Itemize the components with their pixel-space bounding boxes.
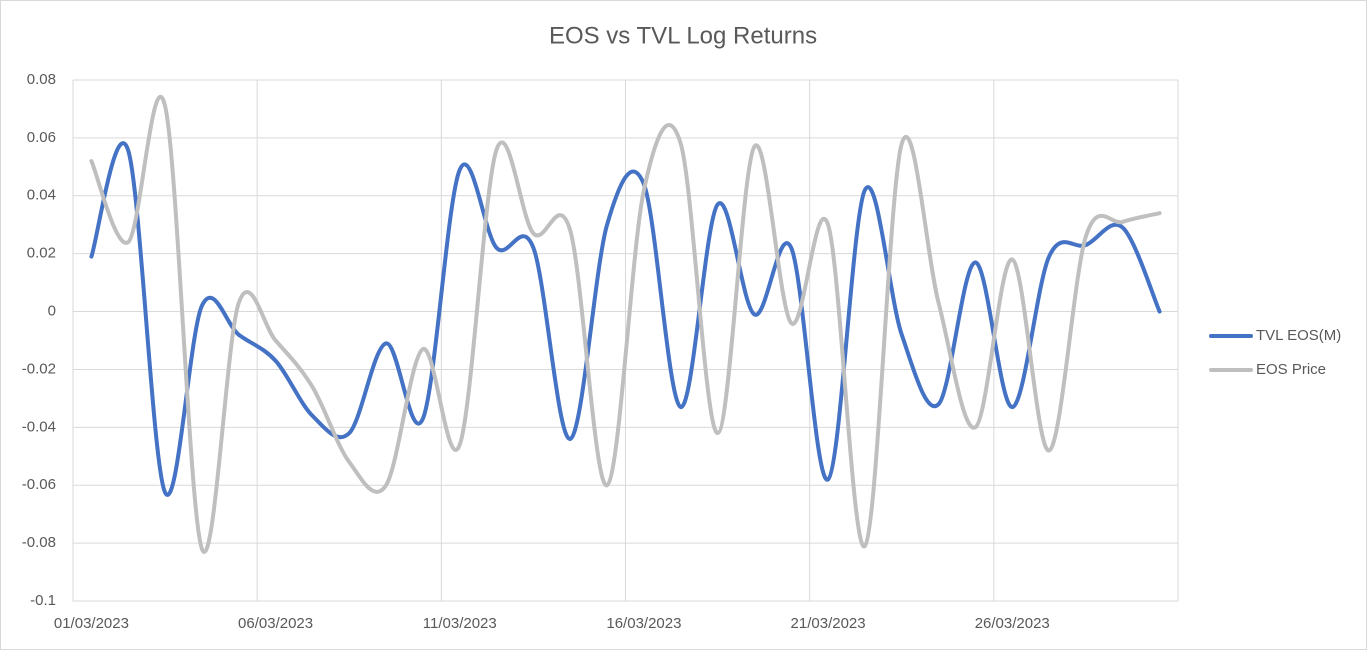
chart-title: EOS vs TVL Log Returns bbox=[549, 22, 817, 49]
series-line bbox=[89, 141, 1162, 497]
x-tick-label: 06/03/2023 bbox=[238, 615, 313, 632]
x-tick-label: 16/03/2023 bbox=[606, 615, 681, 632]
y-tick-label: 0.06 bbox=[27, 129, 56, 146]
legend-label: EOS Price bbox=[1256, 361, 1326, 378]
legend-label: TVL EOS(M) bbox=[1256, 327, 1341, 344]
x-tick-label: 21/03/2023 bbox=[791, 615, 866, 632]
y-tick-label: -0.08 bbox=[22, 534, 56, 551]
series-line bbox=[89, 94, 1162, 554]
x-tick-label: 26/03/2023 bbox=[975, 615, 1050, 632]
y-tick-label: -0.04 bbox=[22, 418, 56, 435]
x-tick-label: 11/03/2023 bbox=[423, 615, 497, 632]
y-tick-label: -0.02 bbox=[22, 360, 56, 377]
y-tick-label: 0.02 bbox=[27, 245, 56, 262]
y-tick-label: -0.06 bbox=[22, 476, 56, 493]
x-tick-label: 01/03/2023 bbox=[54, 615, 129, 632]
y-tick-label: 0.08 bbox=[27, 71, 56, 88]
y-tick-label: 0 bbox=[48, 303, 56, 320]
y-tick-label: -0.1 bbox=[30, 592, 56, 609]
y-tick-label: 0.04 bbox=[27, 187, 56, 204]
